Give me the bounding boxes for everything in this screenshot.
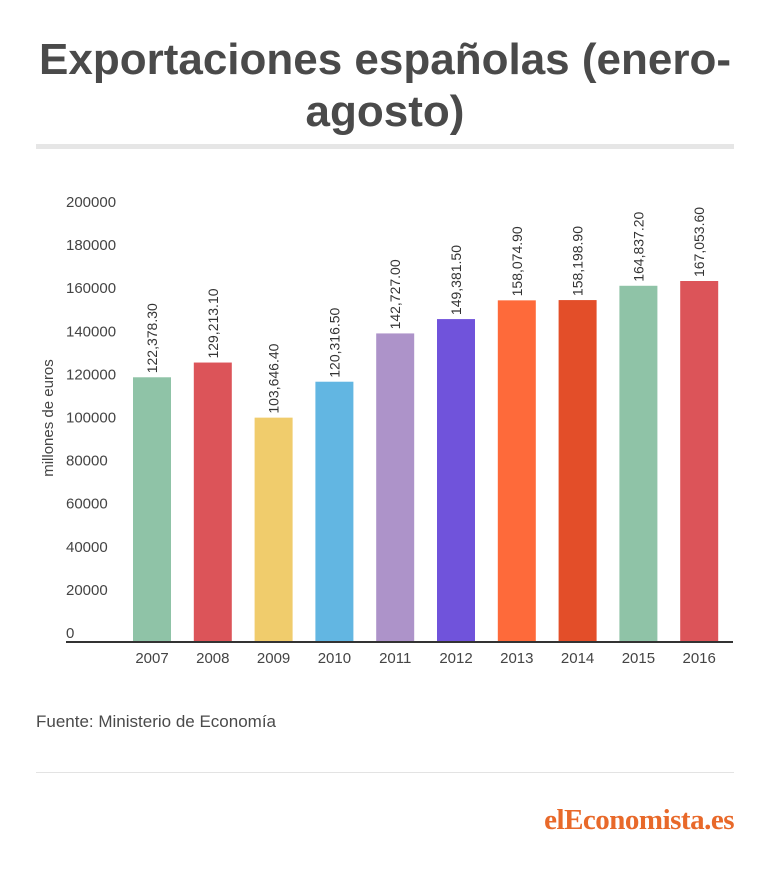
x-tick-label: 2016 [683,650,716,667]
value-label: 120,316.50 [326,307,342,377]
title-divider [36,144,734,149]
x-tick-label: 2013 [500,650,533,667]
x-axis-ticks: 2007 2008 2009 2010 2011 2012 2013 2014 2015 2016 [135,650,716,667]
y-tick-label: 20000 [66,582,108,599]
bar-2008 [193,362,232,641]
value-label: 103,646.40 [266,343,282,413]
footer-divider [36,772,734,773]
x-tick-label: 2012 [439,650,472,667]
bar-2009 [254,417,293,641]
y-tick-label: 120000 [66,366,116,383]
value-label: 142,727.00 [387,259,403,329]
bar-2016 [680,280,719,641]
y-tick-label: 0 [66,625,74,642]
bar-2013 [497,300,536,641]
value-label: 122,378.30 [144,303,160,373]
y-axis-label: millones de euros [40,359,57,477]
value-label: 158,198.90 [570,226,586,296]
value-label: 164,837.20 [630,211,646,281]
bar-2014 [558,300,597,641]
value-label: 149,381.50 [448,245,464,315]
value-labels: 122,378.30 129,213.10 103,646.40 120,316.50… [144,207,707,414]
brand-logo[interactable]: elEconomista.es [544,804,734,836]
y-tick-label: 60000 [66,496,108,513]
x-tick-label: 2011 [379,650,411,667]
x-tick-label: 2015 [622,650,655,667]
y-tick-label: 100000 [66,410,116,427]
bars [133,280,719,641]
x-tick-label: 2007 [135,650,168,667]
x-tick-label: 2008 [196,650,229,667]
y-tick-label: 200000 [66,194,116,211]
x-tick-label: 2009 [257,650,290,667]
x-tick-label: 2010 [318,650,351,667]
bar-2010 [315,381,354,641]
bar-2007 [133,377,171,641]
x-tick-label: 2014 [561,650,594,667]
bar-2012 [437,319,475,641]
bar-2015 [619,285,658,641]
bar-2011 [376,333,415,641]
y-tick-label: 40000 [66,539,108,556]
value-label: 158,074.90 [509,226,525,296]
chart-title: Exportaciones españolas (enero-agosto) [39,35,731,136]
y-axis-ticks: 0 20000 40000 60000 80000 100000 120000 140000 1… [66,194,116,642]
value-label: 167,053.60 [691,207,707,277]
y-tick-label: 160000 [66,280,116,297]
y-tick-label: 140000 [66,323,116,340]
value-label: 129,213.10 [205,288,221,358]
source-note: Fuente: Ministerio de Economía [36,712,277,731]
y-tick-label: 80000 [66,453,108,470]
y-tick-label: 180000 [66,237,116,254]
bar-chart: 0 20000 40000 60000 80000 100000 120000 140000 1… [40,194,733,667]
